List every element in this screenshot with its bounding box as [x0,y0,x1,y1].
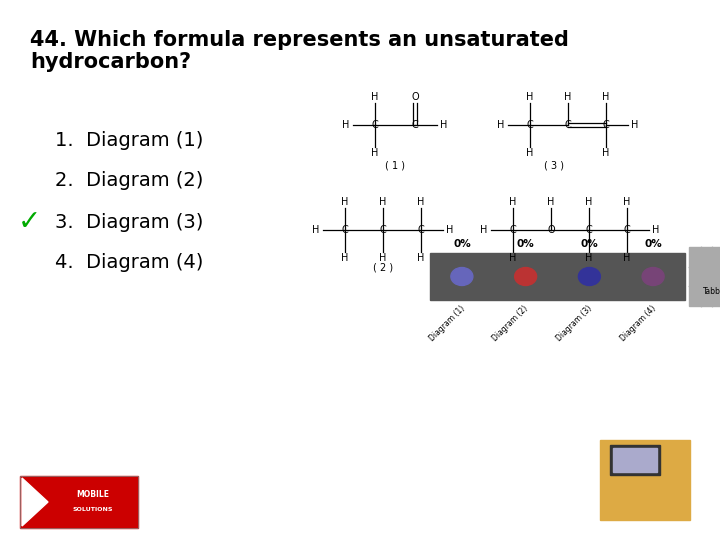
Text: H: H [441,120,448,130]
Text: 0%: 0% [517,239,534,249]
Text: H: H [418,253,425,263]
Text: H: H [509,253,517,263]
Text: 3.  Diagram (3): 3. Diagram (3) [55,213,203,232]
Text: H: H [526,148,534,158]
Text: H: H [652,225,660,235]
Text: H: H [312,225,320,235]
Text: H: H [547,197,554,207]
Text: C: C [418,225,424,235]
Text: 2.  Diagram (2): 2. Diagram (2) [55,171,203,190]
Text: C: C [510,225,516,235]
Text: H: H [585,253,593,263]
Text: C: C [379,225,387,235]
Bar [20,476,138,528]
Text: C: C [372,120,379,130]
Text: C: C [603,120,609,130]
Text: C: C [624,225,631,235]
Polygon shape [22,478,48,526]
Bar [610,445,660,475]
Text: ( 1 ): ( 1 ) [385,160,405,170]
Text: C: C [564,120,572,130]
Text: H: H [631,120,639,130]
Text: SOLUTIONS: SOLUTIONS [73,507,114,512]
Text: H: H [624,253,631,263]
Ellipse shape [642,267,664,286]
Bar [20,476,138,528]
Text: H: H [379,197,387,207]
Text: hydrocarbon?: hydrocarbon? [30,52,191,72]
Text: C: C [341,225,348,235]
Text: H: H [372,148,379,158]
Text: ✓: ✓ [18,208,41,236]
Text: H: H [341,253,348,263]
Text: H: H [342,120,350,130]
Text: C: C [412,120,418,130]
Text: 44. Which formula represents an unsaturated: 44. Which formula represents an unsatura… [30,30,569,50]
Bar [430,253,685,300]
Text: H: H [480,225,487,235]
Bar [613,448,657,472]
Text: H: H [418,197,425,207]
Text: 1.  Diagram (1): 1. Diagram (1) [55,131,203,150]
Text: O: O [547,225,555,235]
Text: Diagram (1): Diagram (1) [427,304,467,343]
Text: H: H [526,92,534,102]
Text: Diagram (2): Diagram (2) [491,304,530,343]
Ellipse shape [578,267,600,286]
Text: H: H [564,92,572,102]
Text: Diagram (4): Diagram (4) [618,304,657,343]
Ellipse shape [451,267,473,286]
Text: O: O [411,92,419,102]
Text: H: H [603,148,610,158]
Text: 0%: 0% [453,239,471,249]
Text: MOBILE: MOBILE [76,490,109,499]
Text: ( 3 ): ( 3 ) [544,160,564,170]
Text: 4.  Diagram (4): 4. Diagram (4) [55,253,203,272]
Text: Tabb: Tabb [703,287,720,296]
Text: Diagram (3): Diagram (3) [554,304,594,343]
Text: ( 2 ): ( 2 ) [373,263,393,273]
Text: H: H [446,225,454,235]
Text: 0%: 0% [644,239,662,249]
Text: 0%: 0% [580,239,598,249]
Ellipse shape [515,267,536,286]
Text: C: C [585,225,593,235]
Bar [689,247,720,306]
Text: C: C [526,120,534,130]
Text: H: H [379,253,387,263]
Text: H: H [585,197,593,207]
Text: H: H [341,197,348,207]
Text: H: H [498,120,505,130]
Text: H: H [372,92,379,102]
Text: H: H [624,197,631,207]
Text: H: H [603,92,610,102]
Text: H: H [509,197,517,207]
Bar [600,440,690,520]
